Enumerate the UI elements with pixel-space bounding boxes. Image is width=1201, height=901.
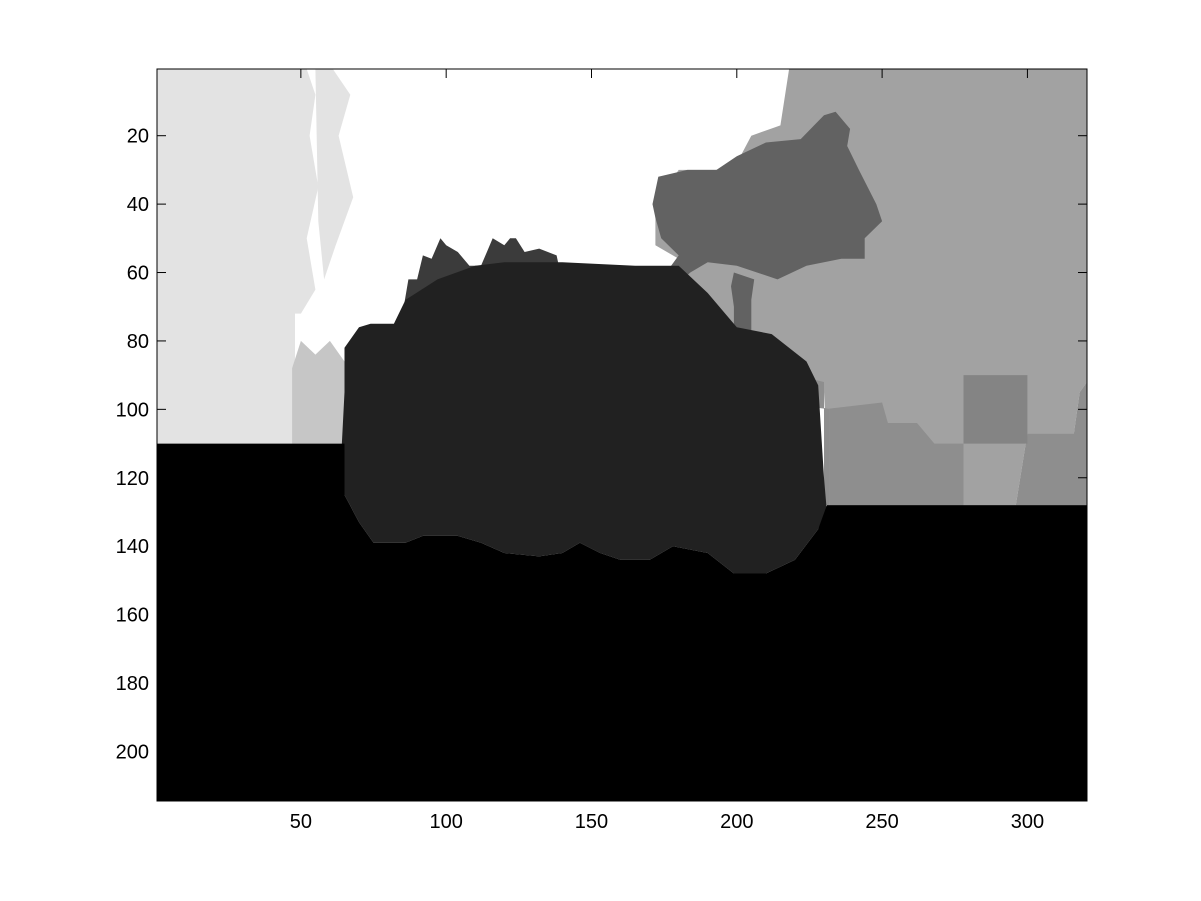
x-tick-label: 250 [865, 811, 898, 833]
x-tick-label: 150 [575, 811, 608, 833]
y-tick-labels: 20 40 60 80 100 120 140 160 180 200 [116, 126, 149, 764]
region-left-background [157, 69, 295, 444]
y-tick-label: 200 [116, 741, 149, 763]
y-tick-label: 60 [127, 263, 149, 285]
y-tick-label: 160 [116, 605, 149, 627]
region-dotted-tree-pattern-2 [315, 69, 354, 280]
region-dotted-tree-pattern-1 [295, 69, 319, 314]
x-tick-label: 200 [720, 811, 753, 833]
y-tick-label: 120 [116, 468, 149, 490]
y-tick-label: 40 [127, 194, 149, 216]
region-ground-foreground [157, 443, 1087, 801]
y-tick-label: 80 [127, 331, 149, 353]
y-tick-label: 20 [127, 126, 149, 148]
y-tick-label: 180 [116, 673, 149, 695]
region-left-ground-strip [292, 340, 359, 444]
x-tick-label: 50 [290, 811, 312, 833]
region-tree-canopy [652, 111, 883, 293]
region-building-row [765, 388, 964, 506]
y-tick-label: 140 [116, 536, 149, 558]
x-tick-labels: 50 100 150 200 250 300 [290, 811, 1044, 833]
axes-frame [156, 68, 1088, 802]
region-distant-building [963, 375, 1028, 444]
x-tick-label: 300 [1011, 811, 1044, 833]
tick-marks [157, 69, 1087, 801]
x-tick-label: 100 [429, 811, 462, 833]
y-tick-label: 100 [116, 399, 149, 421]
region-vehicle-body [341, 262, 827, 574]
image-region-layer [157, 69, 1087, 801]
